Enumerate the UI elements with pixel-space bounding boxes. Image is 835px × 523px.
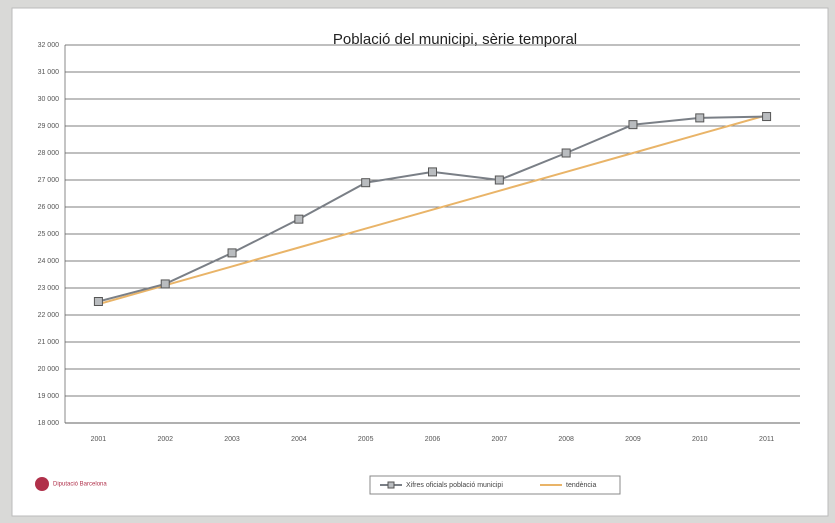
data-point (361, 178, 371, 188)
y-tick-label: 32 000 (38, 42, 60, 49)
logo: Diputació Barcelona (35, 477, 107, 491)
x-tick-label: 2001 (91, 436, 107, 443)
x-tick-label: 2008 (558, 436, 574, 443)
x-tick-label: 2005 (358, 436, 374, 443)
legend-marker (387, 481, 395, 489)
legend-label: tendència (566, 482, 596, 489)
data-point (561, 148, 571, 158)
x-tick-label: 2004 (291, 436, 307, 443)
data-point (628, 120, 638, 130)
legend-label: Xifres oficials població municipi (406, 482, 503, 489)
y-tick-label: 23 000 (38, 285, 60, 292)
x-tick-label: 2006 (425, 436, 441, 443)
x-tick-label: 2011 (759, 436, 774, 443)
y-tick-label: 19 000 (38, 393, 60, 400)
chart-frame (11, 7, 829, 517)
data-point (93, 297, 103, 306)
data-point (227, 248, 237, 258)
y-tick-label: 30 000 (38, 96, 60, 103)
y-tick-label: 31 000 (38, 69, 60, 76)
y-tick-label: 18 000 (38, 420, 60, 427)
x-tick-label: 2009 (625, 436, 641, 443)
y-tick-label: 22 000 (38, 312, 60, 319)
logo-text: Diputació Barcelona (53, 482, 107, 488)
y-tick-label: 29 000 (38, 123, 60, 130)
data-point (695, 113, 705, 123)
y-tick-label: 20 000 (38, 366, 60, 373)
data-point (762, 112, 772, 122)
y-tick-label: 27 000 (38, 177, 60, 184)
logo-icon (35, 477, 49, 491)
y-tick-label: 28 000 (38, 150, 60, 157)
y-tick-label: 24 000 (38, 258, 60, 265)
data-point (160, 279, 170, 289)
y-tick-label: 26 000 (38, 204, 60, 211)
data-point (494, 175, 504, 185)
series-line (98, 114, 767, 306)
data-point (428, 167, 437, 177)
x-tick-label: 2002 (157, 436, 173, 443)
y-tick-label: 25 000 (38, 231, 60, 238)
legend-box (369, 475, 621, 495)
chart-title: Població del municipi, sèrie temporal (333, 31, 577, 48)
x-tick-label: 2010 (692, 436, 708, 443)
x-tick-label: 2007 (492, 436, 508, 443)
x-tick-label: 2003 (224, 436, 240, 443)
y-tick-label: 21 000 (38, 339, 60, 346)
data-point (294, 214, 304, 224)
